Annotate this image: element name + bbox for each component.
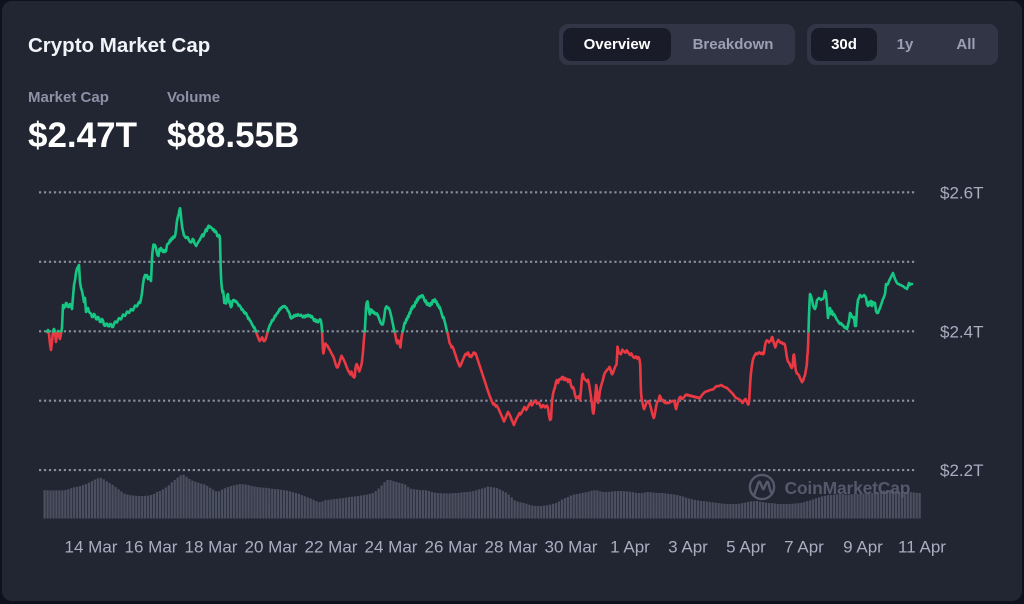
svg-text:30 Mar: 30 Mar <box>545 538 598 557</box>
svg-text:28 Mar: 28 Mar <box>485 538 538 557</box>
svg-text:$2.4T: $2.4T <box>940 322 983 341</box>
svg-text:22 Mar: 22 Mar <box>305 538 358 557</box>
svg-text:14 Mar: 14 Mar <box>65 538 118 557</box>
svg-text:20 Mar: 20 Mar <box>245 538 298 557</box>
svg-text:CoinMarketCap: CoinMarketCap <box>785 478 911 498</box>
svg-text:9 Apr: 9 Apr <box>843 538 883 557</box>
svg-text:11 Apr: 11 Apr <box>898 538 946 557</box>
svg-text:5 Apr: 5 Apr <box>726 538 766 557</box>
svg-text:24 Mar: 24 Mar <box>365 538 418 557</box>
svg-text:$2.2T: $2.2T <box>940 461 983 480</box>
svg-text:26 Mar: 26 Mar <box>425 538 478 557</box>
svg-text:7 Apr: 7 Apr <box>784 538 824 557</box>
svg-text:18 Mar: 18 Mar <box>185 538 238 557</box>
svg-text:$2.6T: $2.6T <box>940 183 983 202</box>
svg-text:3 Apr: 3 Apr <box>668 538 708 557</box>
svg-text:16 Mar: 16 Mar <box>125 538 178 557</box>
svg-text:1 Apr: 1 Apr <box>610 538 650 557</box>
